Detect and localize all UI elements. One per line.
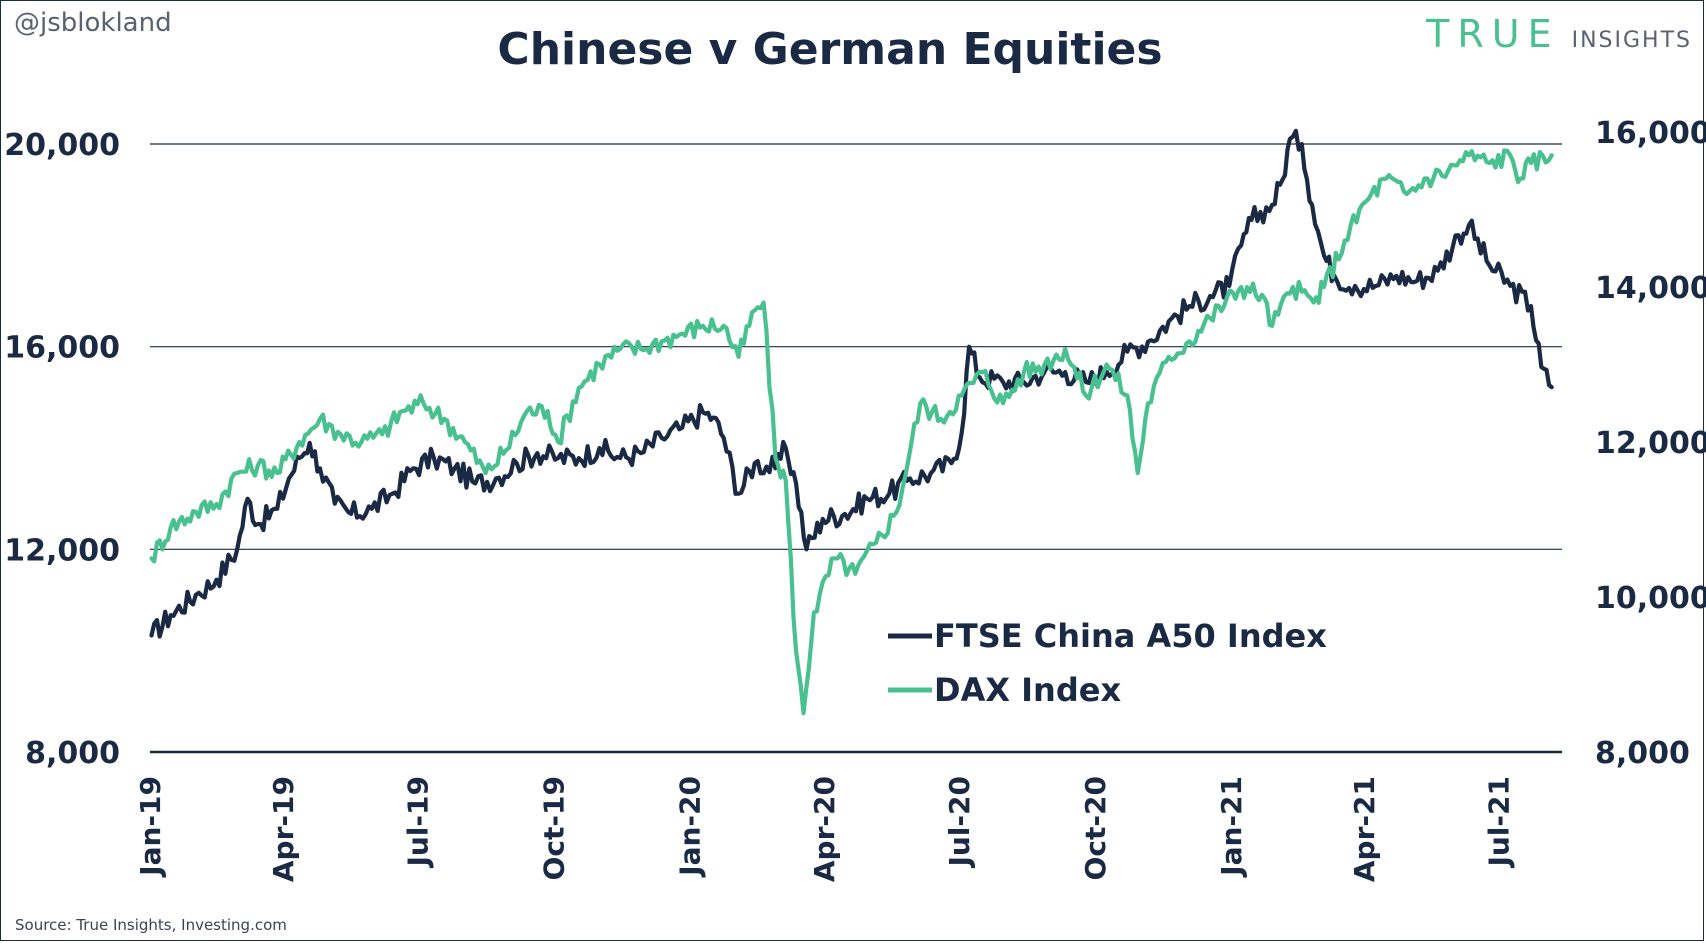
x-tick-label: Apr-20 xyxy=(808,776,841,882)
x-tick-label: Jul-21 xyxy=(1482,776,1515,869)
x-tick-label: Jul-19 xyxy=(402,776,435,869)
x-tick-label: Jul-20 xyxy=(943,776,976,869)
brand-sub-text: INSIGHTS xyxy=(1571,28,1692,53)
legend-label: FTSE China A50 Index xyxy=(934,617,1327,655)
right-tick-label: 12,000 xyxy=(1595,426,1706,461)
left-axis-ticks: 8,000 12,000 16,000 20,000 xyxy=(4,128,120,771)
series-line-dax xyxy=(149,148,1554,716)
chart-title: Chinese v German Equities xyxy=(497,24,1163,75)
series-line-ftse-china-a50 xyxy=(149,128,1554,639)
grid-lines xyxy=(150,143,1562,754)
x-axis-ticks: Jan-19 Apr-19 Jul-19 Oct-19 Jan-20 Apr-20 Jul-… xyxy=(134,776,1515,882)
right-tick-label: 10,000 xyxy=(1595,581,1706,616)
left-tick-label: 20,000 xyxy=(4,128,120,163)
x-tick-label: Jan-20 xyxy=(674,776,707,878)
source-note: Source: True Insights, Investing.com xyxy=(15,916,287,934)
brand-logo: TRUE INSIGHTS xyxy=(1426,12,1692,56)
legend-label: DAX Index xyxy=(934,671,1121,709)
legend: FTSE China A50 Index DAX Index xyxy=(888,617,1327,709)
author-handle: @jsblokland xyxy=(14,8,172,38)
right-axis-ticks: 8,000 10,000 12,000 14,000 16,000 xyxy=(1595,116,1706,771)
x-tick-label: Oct-19 xyxy=(538,776,571,880)
series-lines xyxy=(149,128,1554,716)
left-tick-label: 16,000 xyxy=(4,331,120,366)
right-tick-label: 8,000 xyxy=(1595,736,1690,771)
x-tick-label: Apr-19 xyxy=(267,776,300,882)
x-tick-label: Apr-21 xyxy=(1348,776,1381,882)
right-tick-label: 14,000 xyxy=(1595,271,1706,306)
left-tick-label: 12,000 xyxy=(4,533,120,568)
x-tick-label: Oct-20 xyxy=(1079,776,1112,880)
brand-main-text: TRUE xyxy=(1426,12,1560,56)
x-tick-label: Jan-19 xyxy=(134,776,167,878)
left-tick-label: 8,000 xyxy=(25,736,120,771)
x-tick-label: Jan-21 xyxy=(1215,776,1248,878)
right-tick-label: 16,000 xyxy=(1595,116,1706,151)
